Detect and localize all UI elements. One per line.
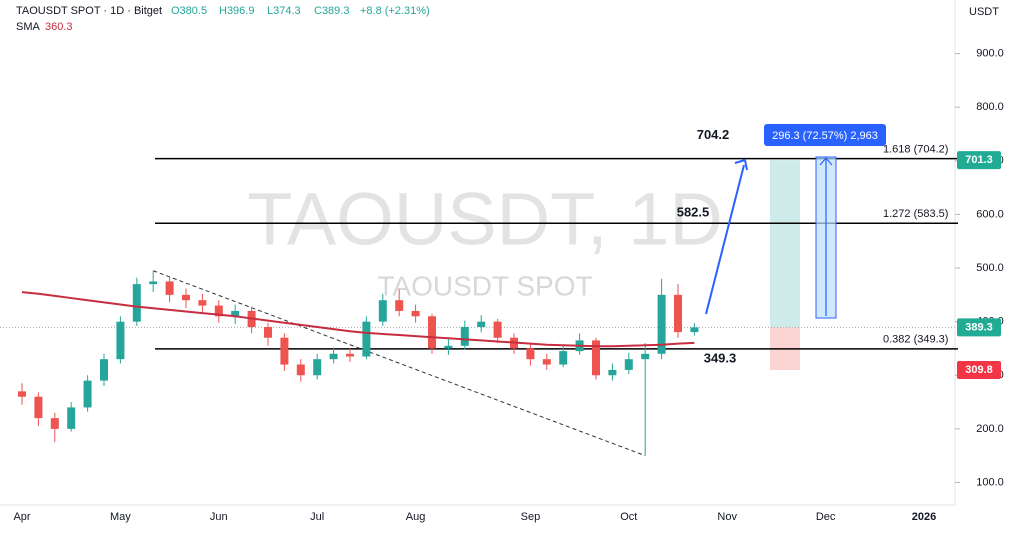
candle-body xyxy=(18,391,26,397)
fib-label: 0.382 (349.3) xyxy=(883,334,948,346)
target-zone xyxy=(770,160,800,328)
arrow-head xyxy=(734,158,748,171)
measure-label: 296.3 (72.57%) 2,963 xyxy=(772,130,878,142)
candle-body xyxy=(296,364,305,376)
level-annotation: 349.3 xyxy=(704,350,737,365)
candle-body xyxy=(313,359,322,376)
x-tick-label: Dec xyxy=(816,511,836,523)
y-tick-label: 100.0 xyxy=(976,476,1004,488)
candle-body xyxy=(542,359,551,365)
candle-body xyxy=(559,351,568,365)
trendline xyxy=(153,270,646,457)
candle-body xyxy=(674,294,682,333)
x-tick-label: Nov xyxy=(717,511,737,523)
ohlc-open: O380.5 xyxy=(171,5,207,17)
candle-body xyxy=(329,353,338,360)
candle-body xyxy=(526,348,535,360)
candle-body xyxy=(624,359,633,370)
candle-body xyxy=(641,353,650,360)
candle-body xyxy=(657,294,666,354)
candle-body xyxy=(264,327,272,338)
x-tick-label: 2026 xyxy=(912,511,936,523)
measure-box xyxy=(764,124,886,146)
candle-body xyxy=(100,359,108,381)
level-annotation: 582.5 xyxy=(677,204,710,219)
candle-body xyxy=(444,345,453,349)
price-tag-label: 701.3 xyxy=(965,154,993,166)
level-annotation: 704.2 xyxy=(697,127,730,142)
candle-body xyxy=(182,294,190,301)
watermark-title: TAOUSDT, 1D xyxy=(247,178,723,261)
x-tick-label: Jul xyxy=(310,511,324,523)
price-tag-label: 389.3 xyxy=(965,321,993,333)
candle-body xyxy=(428,316,436,349)
measure-arrow xyxy=(819,157,833,316)
candle-body xyxy=(395,300,404,311)
price-tag xyxy=(957,361,1001,380)
sma-name: SMA xyxy=(16,21,41,33)
x-tick-label: Oct xyxy=(620,511,637,523)
symbol: TAOUSDT SPOT · 1D · Bitget xyxy=(16,5,162,17)
candle-body xyxy=(132,284,141,322)
y-tick-label: 200.0 xyxy=(976,423,1004,435)
y-tick-label: 800.0 xyxy=(976,101,1004,113)
candle-body xyxy=(50,418,59,429)
candle-body xyxy=(214,305,223,317)
price-tag xyxy=(957,318,1001,337)
candle-body xyxy=(690,327,699,333)
candle-body xyxy=(116,321,125,360)
ohlc-high: H396.9 xyxy=(219,5,254,17)
currency: USDT xyxy=(969,6,999,18)
candle-body xyxy=(608,369,617,376)
candle-body xyxy=(378,300,387,322)
x-tick-label: Sep xyxy=(521,511,541,523)
y-tick-label: 900.0 xyxy=(976,48,1004,60)
x-tick-label: Jun xyxy=(210,511,228,523)
ohlc-low: L374.3 xyxy=(267,5,301,17)
sma-line xyxy=(21,291,695,348)
y-tick-label: 600.0 xyxy=(976,208,1004,220)
candle-body xyxy=(346,353,354,357)
x-tick-label: Apr xyxy=(13,511,30,523)
candle-body xyxy=(362,321,371,357)
fib-label: 1.618 (704.2) xyxy=(883,143,948,155)
ohlc-change: +8.8 (+2.31%) xyxy=(360,5,430,17)
candle-body xyxy=(83,380,92,408)
x-tick-label: May xyxy=(110,511,131,523)
candle-body xyxy=(198,300,207,306)
candle-body xyxy=(231,310,240,317)
candle-body xyxy=(67,407,76,429)
candle-body xyxy=(280,337,289,365)
candle-body xyxy=(149,281,158,285)
candle-body xyxy=(411,310,420,317)
candle-body xyxy=(165,281,174,295)
candle-body xyxy=(493,321,502,338)
price-tag-label: 309.8 xyxy=(965,364,993,376)
arrow xyxy=(705,164,745,315)
candle-body xyxy=(477,321,486,328)
x-tick-label: Aug xyxy=(406,511,426,523)
watermark-subtitle: TAOUSDT SPOT xyxy=(377,270,592,301)
candle-body xyxy=(460,327,469,346)
y-tick-label: 500.0 xyxy=(976,262,1004,274)
candle-body xyxy=(592,340,600,376)
sma-value: 360.3 xyxy=(45,21,73,33)
ohlc-close: C389.3 xyxy=(314,5,349,17)
fib-label: 1.272 (583.5) xyxy=(883,208,948,220)
candle-body xyxy=(34,396,43,419)
price-tag xyxy=(957,151,1001,170)
